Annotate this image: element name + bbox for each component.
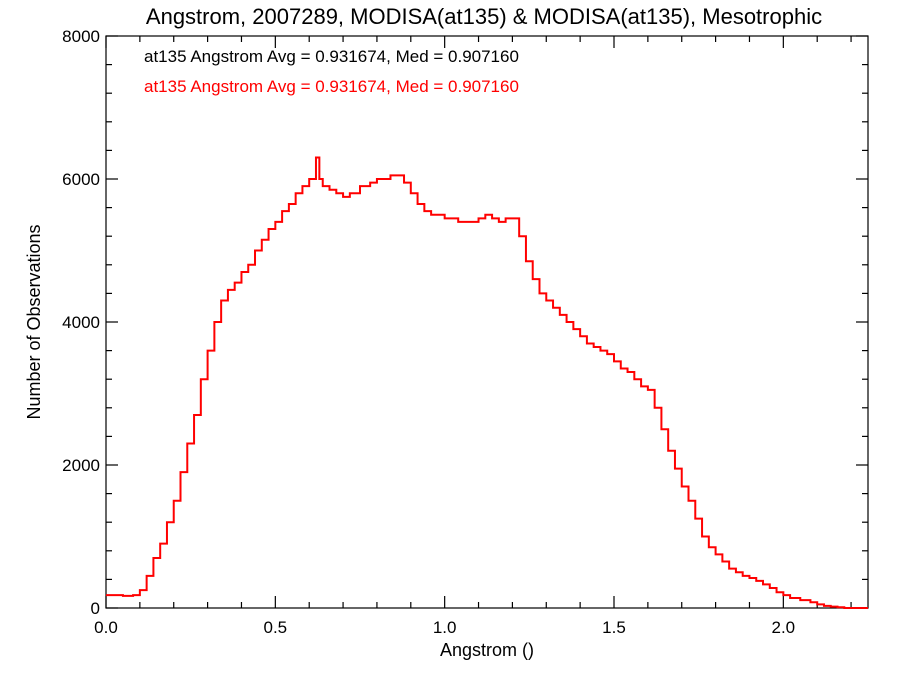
y-axis-label: Number of Observations — [24, 224, 44, 419]
x-tick-label: 1.5 — [602, 618, 626, 637]
series-line-histogram — [106, 156, 868, 609]
x-tick-label: 2.0 — [772, 618, 796, 637]
y-tick-label: 6000 — [62, 170, 100, 189]
y-tick-label: 2000 — [62, 456, 100, 475]
stats-annotation-red: at135 Angstrom Avg = 0.931674, Med = 0.9… — [144, 77, 519, 96]
y-tick-label: 0 — [91, 599, 100, 618]
chart-title: Angstrom, 2007289, MODISA(at135) & MODIS… — [146, 4, 822, 29]
stats-annotation-black: at135 Angstrom Avg = 0.931674, Med = 0.9… — [144, 47, 519, 66]
y-tick-label: 4000 — [62, 313, 100, 332]
x-tick-label: 0.0 — [94, 618, 118, 637]
x-tick-label: 0.5 — [264, 618, 288, 637]
x-axis-label: Angstrom () — [440, 640, 534, 660]
axis-tick-labels: 0.0 0.5 1.0 1.5 2.0 0 2000 4000 6000 8000 — [62, 27, 795, 637]
axis-ticks — [105, 35, 868, 609]
x-tick-label: 1.0 — [433, 618, 457, 637]
y-tick-label: 8000 — [62, 27, 100, 46]
